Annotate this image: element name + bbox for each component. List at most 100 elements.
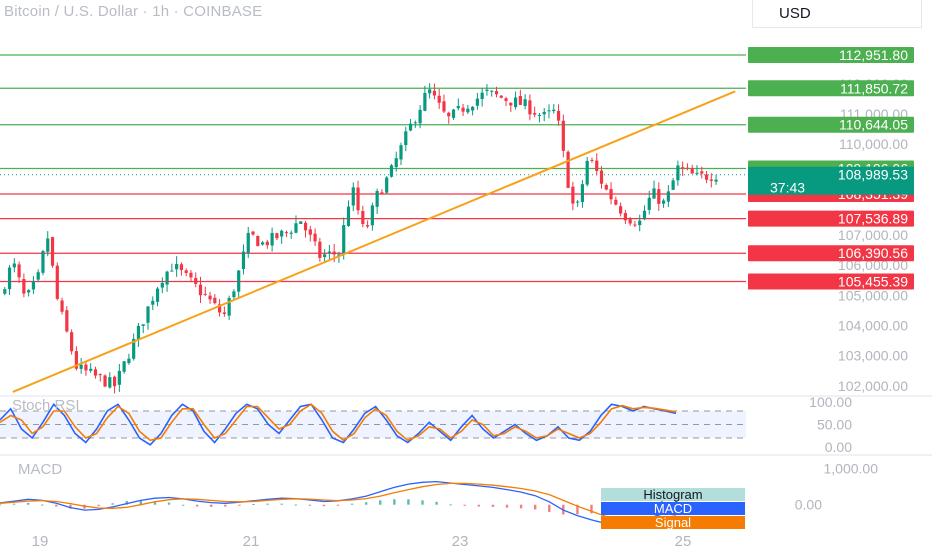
candle-body: [308, 229, 312, 235]
candle-body: [194, 278, 198, 284]
legend-signal: Signal: [601, 516, 745, 529]
candle-body: [289, 232, 293, 234]
candle-body: [623, 213, 627, 221]
candle-body: [404, 131, 408, 146]
legend-histogram: Histogram: [601, 488, 745, 501]
stoch-rsi-label: Stoch RSI: [12, 397, 80, 414]
time-axis-label: 23: [452, 533, 469, 550]
resistance-tag-text: 110,644.05: [839, 117, 908, 133]
candle-body: [189, 272, 193, 278]
candle-body: [170, 270, 174, 272]
candle-body: [413, 122, 417, 124]
candle-body: [642, 210, 647, 220]
macd-line-signal: [0, 482, 677, 523]
macd-histogram-bar: [153, 501, 157, 505]
resistance-tag: [748, 80, 914, 97]
candle-body: [356, 187, 360, 211]
candle-body: [408, 123, 413, 131]
candle-body: [399, 145, 403, 160]
candle-body: [528, 100, 532, 115]
candle-body: [595, 160, 599, 171]
candle-body: [471, 106, 475, 111]
candle-body: [447, 112, 451, 117]
candle-body: [342, 225, 346, 254]
candle-body: [676, 165, 680, 181]
price-axis-label: 105,000.00: [838, 287, 908, 303]
candle-body: [84, 364, 88, 371]
macd-histogram-bar: [533, 504, 537, 510]
candle-body: [475, 98, 479, 106]
candle-body: [657, 189, 661, 204]
candle-body: [380, 192, 384, 195]
macd-histogram-bar: [519, 504, 523, 509]
candle-body: [27, 290, 31, 293]
macd-histogram-bar: [181, 504, 185, 506]
macd-histogram-bar: [477, 504, 481, 507]
macd-histogram-bar: [266, 503, 269, 505]
candle-body: [155, 288, 160, 302]
candle-body: [65, 310, 69, 332]
macd-histogram-bar: [407, 499, 410, 505]
candle-body: [480, 92, 484, 100]
candle-body: [437, 95, 441, 103]
candle-body: [647, 197, 651, 210]
candle-body: [451, 109, 456, 118]
candle-body: [203, 293, 207, 295]
candle-body: [499, 95, 503, 98]
macd-histogram-bar: [0, 504, 2, 506]
candle-body: [74, 351, 78, 369]
macd-histogram-bar: [435, 501, 438, 505]
candle-body: [222, 312, 226, 314]
stoch-axis-label: 0.00: [825, 439, 852, 455]
candle-body: [456, 105, 460, 109]
candle-body: [332, 251, 336, 255]
candle-body: [165, 271, 169, 285]
candle-body: [31, 281, 36, 290]
candle-body: [55, 265, 59, 299]
current-price-tag: [748, 166, 914, 195]
price-axis-label: 107,000.00: [838, 227, 908, 243]
candle-body: [423, 92, 427, 111]
chart-title: Bitcoin / U.S. Dollar · 1h · COINBASE: [4, 3, 263, 20]
macd-histogram-bar: [590, 504, 593, 514]
candle-body: [175, 263, 179, 270]
candle-body: [394, 158, 398, 168]
candle-body: [232, 291, 236, 298]
macd-histogram-bar: [125, 501, 128, 505]
macd-label: MACD: [18, 461, 63, 478]
macd-histogram-bar: [12, 503, 16, 505]
support-tag: [748, 210, 914, 227]
candle-body: [294, 223, 298, 233]
candle-body: [179, 264, 184, 270]
support-tag-text: 106,390.56: [838, 245, 908, 261]
candle-body: [198, 284, 203, 296]
price-pane: [0, 54, 746, 394]
candle-body: [50, 237, 55, 266]
candle-body: [284, 232, 289, 234]
macd-histogram-bar: [111, 503, 114, 505]
stoch-rsi-pane: [0, 402, 746, 446]
macd-histogram-bar: [505, 504, 509, 508]
candle-body: [652, 188, 656, 199]
candle-body: [260, 242, 265, 245]
stoch-line-d: [0, 403, 677, 442]
macd-histogram-bar: [238, 504, 241, 506]
macd-histogram-bar: [139, 500, 143, 505]
macd-histogram-bar: [350, 503, 354, 505]
candle-body: [370, 205, 374, 226]
stoch-axis-label: 100.00: [809, 394, 852, 410]
candle-body: [628, 219, 632, 224]
macd-histogram-bar: [210, 504, 213, 507]
candle-body: [122, 361, 126, 372]
macd-histogram-bar: [322, 504, 326, 507]
macd-histogram-bar: [576, 504, 579, 515]
support-tag: [748, 245, 914, 262]
candle-body: [151, 300, 155, 305]
candle-body: [60, 300, 64, 312]
candle-body: [509, 102, 513, 106]
candle-body: [485, 89, 489, 91]
candle-body: [661, 200, 666, 204]
candle-body: [112, 376, 117, 387]
currency-selector[interactable]: USD: [752, 0, 922, 28]
